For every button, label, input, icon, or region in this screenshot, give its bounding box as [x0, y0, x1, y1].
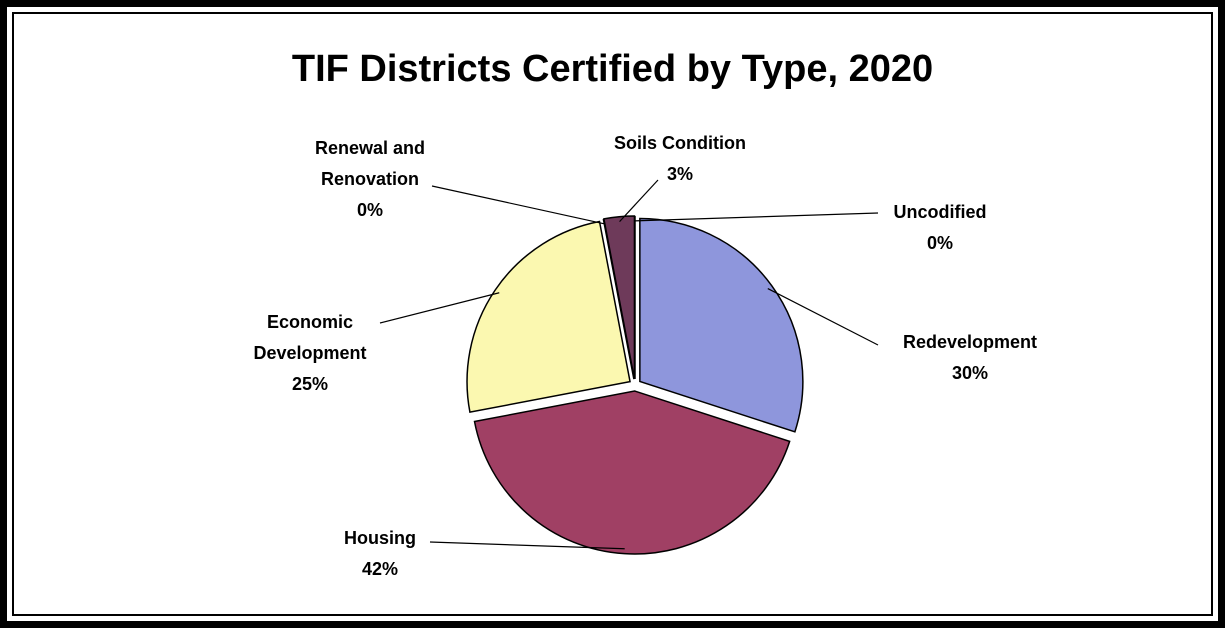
leader-line: [379, 292, 500, 324]
category-label: Redevelopment: [902, 332, 1038, 352]
category-label: Renewal and Renovation: [314, 138, 426, 189]
value-label: 0%: [356, 200, 383, 220]
category-label: Soils Condition: [614, 133, 746, 153]
value-label: 42%: [361, 559, 399, 579]
value-label: 30%: [951, 363, 989, 383]
category-label: Economic Development: [253, 312, 367, 363]
chart-title: TIF Districts Certified by Type, 2020: [291, 48, 934, 90]
leader-line: [429, 541, 625, 550]
leader-line: [431, 185, 605, 225]
leader-line: [634, 212, 879, 222]
category-label: Housing: [344, 528, 416, 548]
pie-slice: [639, 217, 804, 433]
category-label: Uncodified: [893, 202, 987, 222]
value-label: 0%: [926, 233, 953, 253]
pie-slice: [473, 390, 791, 555]
leader-line: [619, 179, 659, 223]
value-label: 25%: [291, 374, 329, 394]
inner-frame: [12, 12, 1213, 616]
value-label: 3%: [666, 164, 693, 184]
pie-slice: [466, 220, 631, 414]
leader-line: [767, 288, 879, 346]
